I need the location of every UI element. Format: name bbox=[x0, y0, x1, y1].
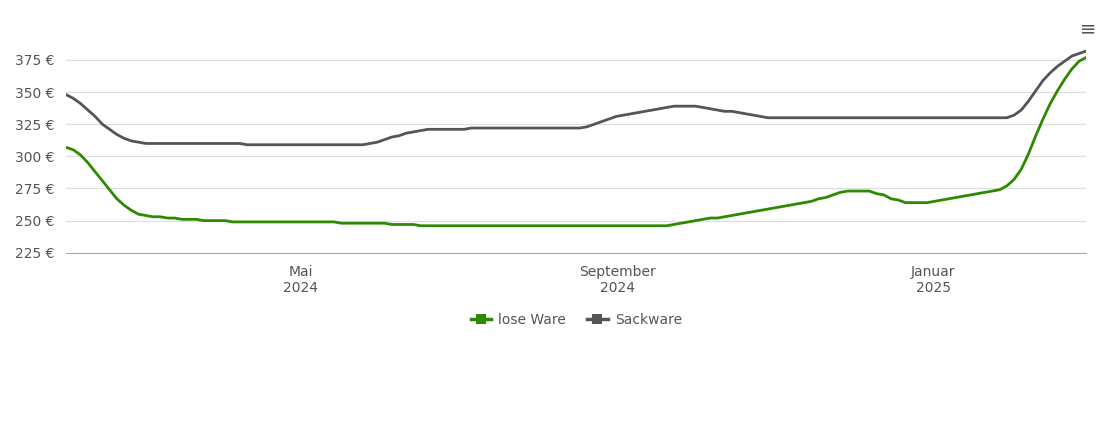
Legend: lose Ware, Sackware: lose Ware, Sackware bbox=[465, 307, 687, 332]
Text: ≡: ≡ bbox=[1080, 20, 1097, 39]
